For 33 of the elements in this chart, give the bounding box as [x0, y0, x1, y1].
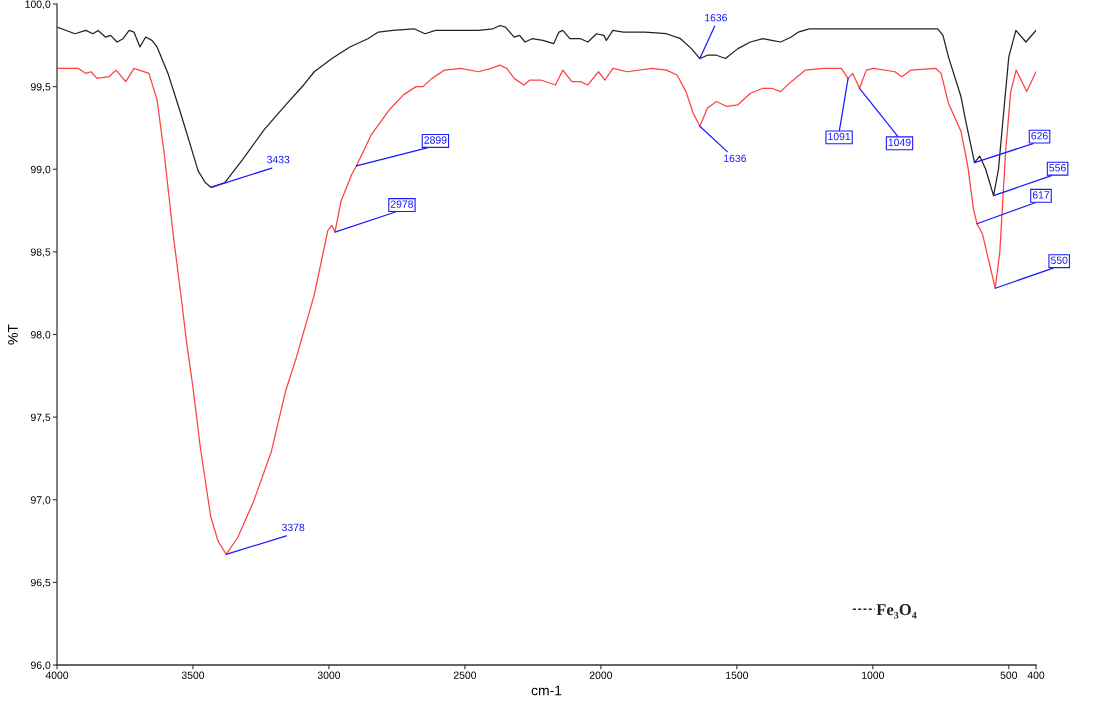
annotation: 617	[1032, 191, 1050, 199]
annotation: 550	[1050, 256, 1068, 265]
annotation: 3378	[281, 523, 305, 532]
y-tick-label: 98,5	[30, 248, 51, 257]
x-axis-title: cm-1	[531, 685, 562, 696]
annotation: 2899	[424, 136, 447, 144]
y-tick-label: 99,0	[30, 165, 51, 175]
x-tick-label: 1000	[862, 671, 885, 679]
y-tick-label: 96,5	[30, 578, 51, 588]
x-tick-label: 4000	[45, 671, 69, 679]
annotation: 1049	[888, 138, 911, 147]
y-axis-title: %T	[8, 324, 18, 345]
annotation: 626	[1031, 132, 1048, 140]
annotation: 1636	[705, 13, 728, 22]
x-tick-label: 3000	[317, 671, 341, 679]
legend-label: Fe₃O₄	[876, 604, 917, 619]
annotation: 1091	[828, 132, 851, 141]
y-tick-label: 97,0	[30, 496, 51, 505]
y-tick-label: 96,0	[30, 661, 51, 671]
x-tick-label: 2000	[589, 671, 613, 679]
annotation: 2978	[390, 200, 414, 208]
x-tick-label: 3500	[181, 671, 205, 679]
x-tick-label: 2500	[453, 671, 477, 679]
annotation: 3433	[267, 155, 290, 164]
y-tick-label: 99,5	[30, 83, 51, 92]
annotation: 556	[1049, 164, 1066, 172]
annotation: 1636	[724, 154, 747, 163]
y-tick-label: 98,0	[30, 331, 51, 340]
x-tick-label: 400	[1027, 671, 1045, 679]
x-tick-label: 1500	[726, 671, 749, 679]
y-tick-label: 97,5	[30, 413, 51, 423]
y-tick-label: 100,0	[25, 0, 51, 10]
x-tick-label: 500	[1000, 671, 1018, 679]
